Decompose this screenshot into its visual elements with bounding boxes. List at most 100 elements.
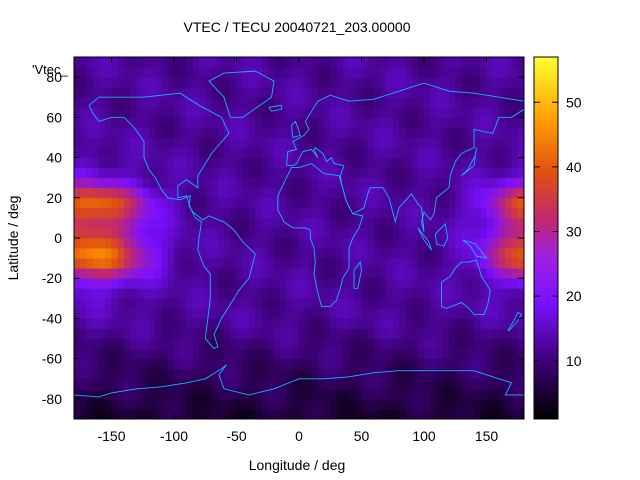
heatmap-cell (236, 238, 244, 249)
heatmap-cell (367, 97, 375, 108)
heatmap-cell (167, 147, 175, 158)
heatmap-cell (280, 197, 287, 209)
heatmap-cell (342, 197, 350, 209)
heatmap-cell (505, 248, 512, 259)
heatmap-cell (311, 167, 319, 179)
heatmap-cell (149, 97, 156, 108)
coastline (286, 82, 524, 233)
heatmap-cell (305, 67, 312, 78)
heatmap-cell (386, 217, 394, 229)
heatmap-cell (424, 248, 431, 259)
heatmap-cell (236, 137, 244, 148)
heatmap-cell (349, 268, 356, 279)
heatmap-cell (149, 298, 156, 309)
heatmap-cell (367, 157, 375, 169)
heatmap-cell (130, 238, 137, 249)
heatmap-cell (255, 227, 262, 239)
heatmap-cell (180, 308, 187, 319)
heatmap-cell (211, 408, 219, 419)
heatmap-cell (499, 167, 506, 179)
heatmap-cell (299, 67, 306, 78)
heatmap-cell (417, 77, 425, 88)
heatmap-cell (211, 278, 219, 289)
heatmap-cell (449, 298, 456, 309)
heatmap-cell (242, 147, 250, 158)
heatmap-cell (505, 378, 512, 390)
heatmap-cell (149, 238, 156, 249)
heatmap-cell (367, 388, 375, 400)
heatmap-cell (411, 127, 419, 138)
heatmap-cell (74, 238, 81, 249)
heatmap-cell (386, 318, 394, 329)
heatmap-cell (205, 278, 212, 289)
heatmap-cell (80, 328, 87, 339)
heatmap-cell (155, 378, 162, 390)
heatmap-cell (405, 197, 412, 209)
heatmap-cell (142, 207, 150, 219)
heatmap-cell (149, 177, 156, 189)
heatmap-cell (499, 238, 506, 249)
heatmap-cell (436, 398, 444, 410)
heatmap-cell (249, 398, 256, 410)
heatmap-cell (417, 87, 425, 98)
heatmap-cell (474, 67, 481, 78)
heatmap-cell (324, 298, 331, 309)
heatmap-cell (480, 348, 487, 360)
heatmap-cell (311, 67, 319, 78)
heatmap-cell (455, 398, 462, 410)
heatmap-cell (474, 268, 481, 279)
heatmap-cell (511, 117, 519, 128)
heatmap-cell (405, 107, 412, 118)
heatmap-cell (467, 197, 475, 209)
heatmap-cell (267, 368, 275, 380)
heatmap-cell (311, 87, 319, 98)
heatmap-cell (167, 107, 175, 118)
heatmap-cell (111, 57, 119, 68)
heatmap-cell (180, 328, 187, 339)
heatmap-cell (442, 227, 450, 239)
heatmap-cell (92, 157, 100, 169)
heatmap-cell (167, 67, 175, 78)
heatmap-cell (480, 137, 487, 148)
heatmap-cell (436, 368, 444, 380)
heatmap-cell (417, 328, 425, 339)
heatmap-cell (380, 217, 387, 229)
heatmap-cell (480, 67, 487, 78)
heatmap-cell (467, 217, 475, 229)
heatmap-cell (336, 137, 344, 148)
heatmap-cell (267, 57, 275, 68)
heatmap-cell (217, 318, 225, 329)
heatmap-cell (511, 67, 519, 78)
heatmap-cell (224, 238, 231, 249)
heatmap-cell (405, 338, 412, 350)
heatmap-cell (417, 388, 425, 400)
heatmap-cell (517, 348, 524, 360)
heatmap-cell (424, 157, 431, 169)
heatmap-cell (186, 127, 194, 138)
heatmap-cell (411, 227, 419, 239)
heatmap-cell (130, 288, 137, 299)
heatmap-cell (92, 258, 100, 269)
heatmap-cell (161, 328, 169, 339)
heatmap-cell (355, 268, 362, 279)
heatmap-cell (336, 77, 344, 88)
heatmap-cell (505, 348, 512, 360)
heatmap-cell (249, 197, 256, 209)
heatmap-cell (324, 408, 331, 419)
heatmap-cell (124, 298, 131, 309)
heatmap-cell (174, 147, 181, 158)
heatmap-cell (511, 348, 519, 360)
heatmap-cell (417, 358, 425, 370)
heatmap-cell (274, 338, 281, 350)
heatmap-cell (474, 57, 481, 68)
heatmap-cell (249, 147, 256, 158)
heatmap-cell (499, 147, 506, 158)
x-axis-ticks: -150 -100 -50 0 50 100 150 (97, 57, 498, 444)
heatmap-cell (292, 298, 300, 309)
heatmap-cell (374, 268, 381, 279)
heatmap-cell (80, 348, 87, 360)
heatmap-cell (317, 258, 325, 269)
heatmap-cell (86, 127, 94, 138)
heatmap-cell (124, 117, 131, 128)
